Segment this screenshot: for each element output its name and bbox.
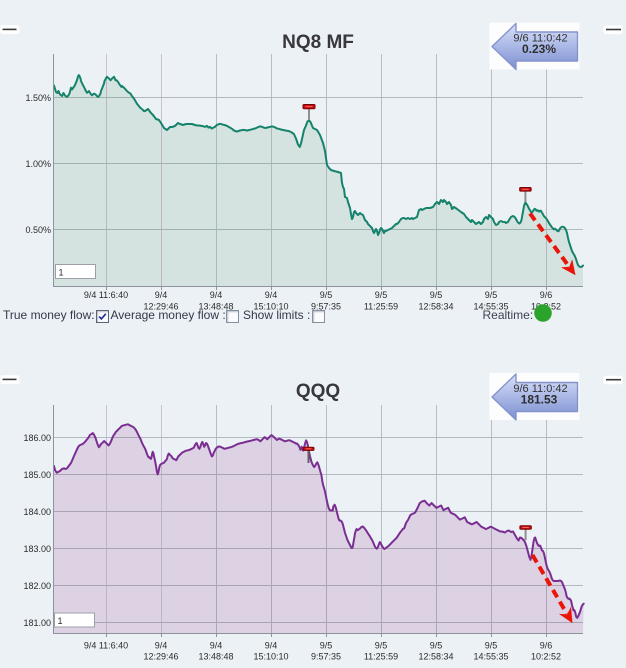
svg-text:184.00: 184.00: [23, 507, 51, 517]
svg-text:1: 1: [58, 616, 63, 626]
svg-text:9/5: 9/5: [320, 640, 333, 650]
svg-text:NQ8 MF: NQ8 MF: [282, 32, 354, 53]
svg-text:10:2:52: 10:2:52: [531, 652, 561, 662]
svg-text:12:58:34: 12:58:34: [418, 652, 453, 662]
svg-text:12:29:46: 12:29:46: [143, 652, 178, 662]
svg-text:13:48:48: 13:48:48: [198, 302, 233, 312]
svg-text:1.50%: 1.50%: [25, 93, 51, 103]
svg-text:9/5: 9/5: [320, 290, 333, 300]
svg-text:9:57:35: 9:57:35: [311, 302, 341, 312]
svg-text:9/4 11:6:40: 9/4 11:6:40: [84, 290, 128, 300]
svg-text:9/6 11:0:42: 9/6 11:0:42: [513, 383, 567, 395]
svg-text:0.50%: 0.50%: [25, 225, 51, 235]
svg-text:9/4: 9/4: [265, 640, 278, 650]
svg-text:9/6 11:0:42: 9/6 11:0:42: [513, 33, 567, 45]
svg-text:9/4: 9/4: [210, 640, 223, 650]
svg-text:9/5: 9/5: [430, 640, 443, 650]
svg-text:186.00: 186.00: [23, 433, 51, 443]
svg-text:9:57:35: 9:57:35: [311, 652, 341, 662]
svg-text:9/4: 9/4: [155, 290, 168, 300]
svg-text:182.00: 182.00: [23, 581, 51, 591]
svg-text:181.53: 181.53: [521, 393, 558, 407]
svg-text:9/5: 9/5: [375, 290, 388, 300]
svg-text:12:58:34: 12:58:34: [418, 302, 453, 312]
svg-text:9/4 11:6:40: 9/4 11:6:40: [84, 640, 128, 650]
svg-text:181.00: 181.00: [23, 618, 51, 628]
svg-text:9/6: 9/6: [540, 290, 553, 300]
svg-text:14:55:35: 14:55:35: [473, 652, 508, 662]
svg-text:15:10:10: 15:10:10: [253, 302, 288, 312]
svg-text:185.00: 185.00: [23, 470, 51, 480]
svg-text:1.00%: 1.00%: [25, 159, 51, 169]
svg-text:9/5: 9/5: [485, 640, 498, 650]
svg-text:11:25:59: 11:25:59: [364, 302, 398, 312]
svg-text:12:29:46: 12:29:46: [143, 302, 178, 312]
svg-text:9/4: 9/4: [265, 290, 278, 300]
svg-text:9/5: 9/5: [485, 290, 498, 300]
svg-text:11:25:59: 11:25:59: [364, 652, 398, 662]
svg-text:14:55:35: 14:55:35: [473, 302, 508, 312]
svg-text:0.23%: 0.23%: [522, 42, 556, 56]
svg-text:15:10:10: 15:10:10: [253, 652, 288, 662]
svg-text:1: 1: [59, 268, 64, 278]
svg-text:183.00: 183.00: [23, 544, 51, 554]
svg-text:9/4: 9/4: [210, 290, 223, 300]
svg-text:QQQ: QQQ: [296, 381, 340, 402]
svg-text:9/4: 9/4: [155, 640, 168, 650]
svg-text:13:48:48: 13:48:48: [198, 652, 233, 662]
svg-text:9/5: 9/5: [430, 290, 443, 300]
svg-text:9/5: 9/5: [375, 640, 388, 650]
svg-text:9/6: 9/6: [540, 640, 553, 650]
